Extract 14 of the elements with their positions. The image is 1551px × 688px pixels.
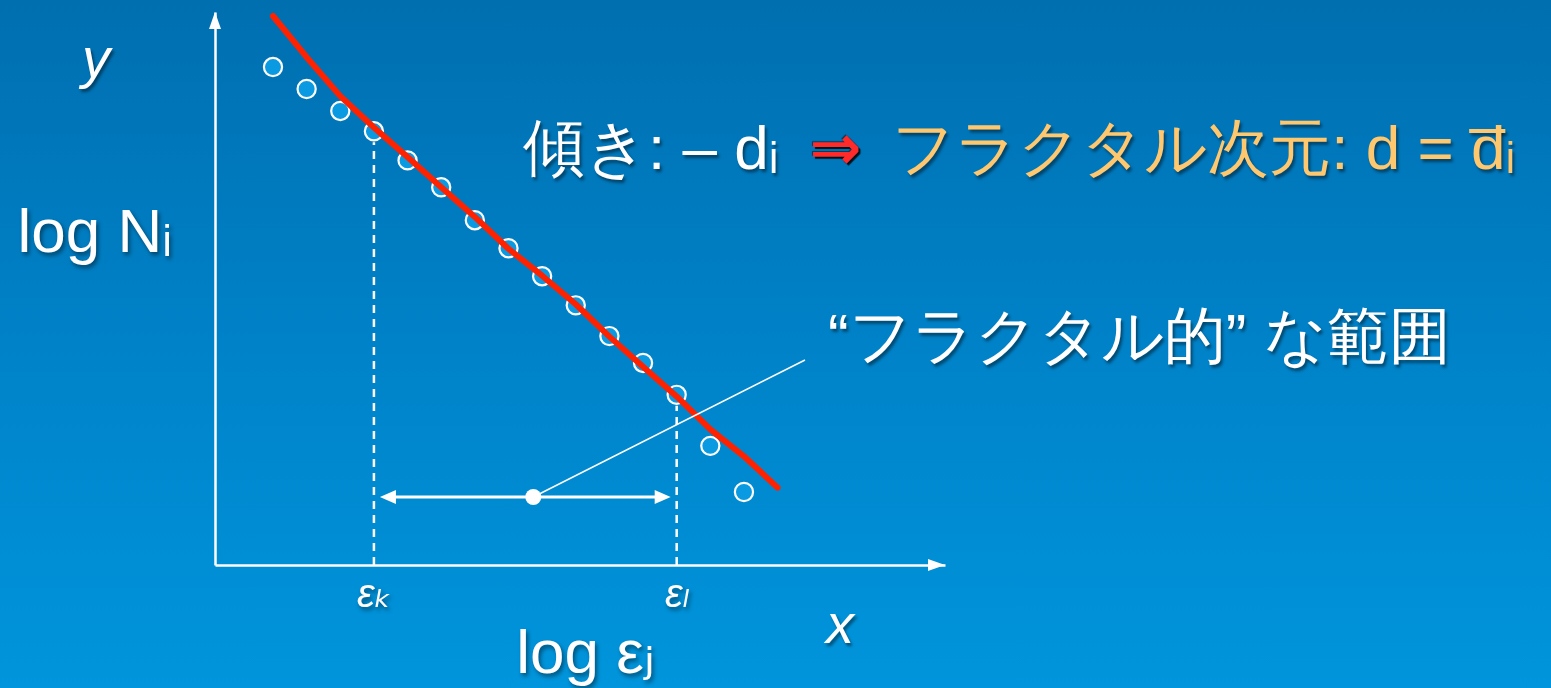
point	[733, 481, 755, 503]
x-tick-label: εₗ	[665, 570, 690, 615]
point	[700, 435, 721, 457]
point	[330, 100, 351, 122]
point	[296, 78, 317, 100]
text: フラクタル次元: d = d̅ᵢ	[892, 113, 1516, 182]
annotation: 傾き: – dᵢ	[523, 113, 779, 182]
text: x	[826, 592, 854, 655]
text: “フラクタル的” な範囲	[828, 301, 1451, 370]
y-axis-title: log Nᵢ	[17, 195, 172, 265]
text: ⇒	[809, 113, 862, 182]
point	[262, 56, 284, 78]
x-axis-title: log εⱼ	[516, 616, 655, 686]
x-tick-label: εₖ	[357, 570, 392, 615]
